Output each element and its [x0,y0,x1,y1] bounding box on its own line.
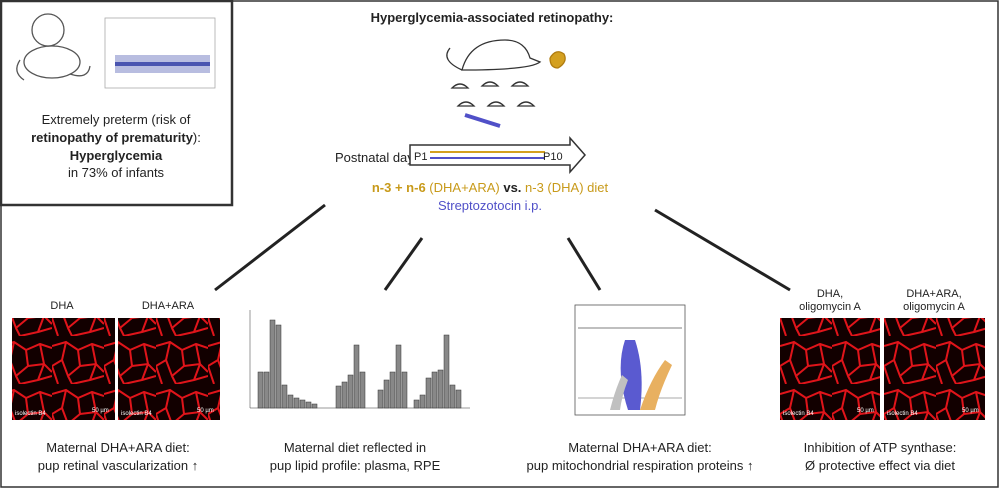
panel-label: DHA+ARA [142,300,195,312]
micrograph [12,318,115,420]
volcano-plot [574,304,686,416]
scale-label: 50 µm [857,408,874,414]
connectors [214,203,791,292]
bold-term: retinopathy of prematurity [31,130,194,145]
baby-icon [16,13,91,81]
scale-label: 50 µm [962,408,979,414]
punct: ): [193,130,201,145]
model-title: Hyperglycemia-associated retinopathy: [371,10,614,25]
caption: Maternal DHA+ARA diet: [46,440,189,455]
panel-label: DHA, [817,288,843,300]
timeline-arrow [409,136,587,174]
panel-label: oligomycin A [799,301,861,313]
panel-label: DHA+ARA, [906,288,961,300]
postnatal-label: Postnatal day [335,150,414,165]
caption: pup mitochondrial respiration proteins ↑ [527,458,754,473]
micrograph [780,318,880,420]
stain-label: isolectin B4 [15,411,46,417]
caption: Maternal DHA+ARA diet: [568,440,711,455]
scale-label: 50 µm [197,408,214,414]
mouse-icons [446,39,566,128]
lipid-chart [249,310,470,409]
stain-label: isolectin B4 [121,411,152,417]
diet-part: n-3 + n-6 [372,180,426,195]
mini-plot [104,17,216,89]
preterm-line: Extremely preterm (risk of [42,112,191,127]
preterm-highlight: Hyperglycemia [70,148,163,163]
preterm-line: retinopathy of prematurity): [31,130,201,145]
diet-line: n-3 + n-6 (DHA+ARA) vs. n-3 (DHA) diet [372,180,609,195]
caption: Maternal diet reflected in [284,440,426,455]
stain-label: isolectin B4 [783,411,814,417]
end-day: P10 [543,151,563,163]
injection-label: Streptozotocin i.p. [438,198,542,213]
scale-label: 50 µm [92,408,109,414]
micrograph [118,318,220,420]
stain-label: isolectin B4 [887,411,918,417]
caption: pup lipid profile: plasma, RPE [270,458,441,473]
caption: pup retinal vascularization ↑ [38,458,198,473]
panel-label: oligomycin A [903,301,965,313]
diet-part: (DHA+ARA) [426,180,504,195]
preterm-line: in 73% of infants [68,165,165,180]
diet-part: vs. [503,180,521,195]
panel-label: DHA [50,300,74,312]
start-day: P1 [414,151,427,163]
micrograph [884,318,985,420]
caption: Ø protective effect via diet [805,458,955,473]
caption: Inhibition of ATP synthase: [804,440,957,455]
diet-part: n-3 (DHA) diet [521,180,608,195]
